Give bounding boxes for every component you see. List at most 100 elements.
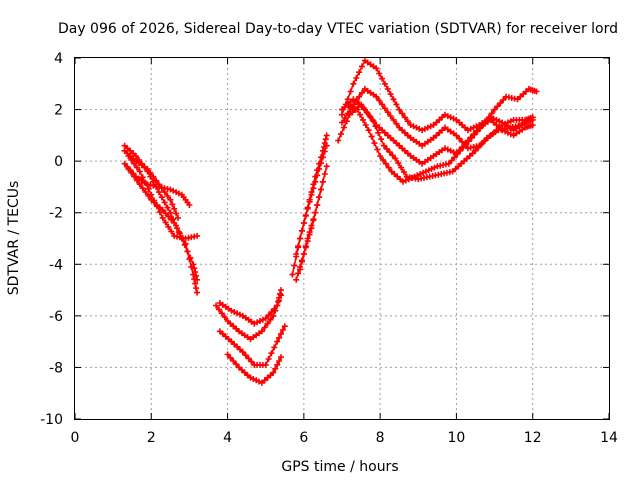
series-group [121, 57, 540, 386]
data-point-marker [376, 97, 383, 104]
chart-title: Day 096 of 2026, Sidereal Day-to-day VTE… [58, 21, 618, 37]
data-point-marker [357, 111, 364, 118]
y-tick-label: 4 [54, 51, 63, 67]
data-point-marker [456, 135, 463, 142]
data-point-marker [480, 122, 487, 128]
data-point-marker [335, 137, 342, 144]
data-point-marker [145, 185, 152, 192]
data-point-marker [186, 256, 193, 263]
data-point-marker [281, 323, 288, 330]
data-point-marker [387, 91, 394, 98]
data-point-marker [230, 358, 237, 364]
data-point-marker [194, 232, 201, 239]
data-point-marker [360, 105, 367, 112]
data-point-marker [308, 225, 315, 232]
data-point-marker [316, 194, 323, 201]
data-point-marker [277, 290, 283, 297]
data-point-marker [121, 160, 128, 167]
data-point-marker [304, 205, 311, 212]
data-point-marker [353, 75, 360, 81]
data-point-marker [271, 344, 278, 351]
data-point-marker [276, 334, 283, 341]
data-point-marker [159, 207, 166, 214]
data-point-marker [483, 118, 489, 125]
data-point-marker [319, 154, 326, 161]
data-point-marker [245, 355, 252, 362]
data-point-marker [164, 204, 171, 211]
data-point-marker [368, 133, 375, 140]
data-point-marker [372, 123, 379, 130]
data-point-marker [182, 240, 189, 247]
data-point-marker [390, 96, 397, 103]
data-point-marker [131, 173, 138, 180]
data-point-marker [371, 140, 378, 147]
data-point-marker [297, 263, 303, 270]
data-point-marker [295, 243, 302, 250]
data-point-marker [500, 96, 507, 103]
data-point-marker [171, 220, 178, 226]
x-tick-label: 0 [71, 430, 80, 446]
data-point-marker [454, 151, 461, 158]
data-point-marker [298, 227, 305, 234]
data-point-marker [224, 351, 231, 358]
data-point-marker [218, 310, 225, 317]
data-point-marker [242, 352, 249, 359]
data-point-marker [295, 270, 302, 277]
data-point-marker [366, 113, 373, 119]
data-point-marker [472, 147, 479, 154]
data-point-marker [162, 210, 169, 217]
data-point-marker [373, 65, 380, 72]
data-point-marker [173, 210, 180, 217]
data-point-marker [302, 212, 309, 219]
data-point-marker [134, 177, 140, 184]
data-point-marker [233, 361, 240, 368]
data-point-marker [362, 122, 369, 128]
data-point-marker [155, 189, 162, 196]
axis-ticks: 0 2 4 6 8 10 12 14 -10 -8 -6 -4 -2 0 2 4 [40, 51, 618, 446]
data-point-marker [161, 199, 168, 206]
data-point-marker [278, 330, 284, 337]
x-tick-label: 2 [147, 430, 156, 446]
data-point-marker [291, 262, 298, 269]
data-point-marker [168, 228, 175, 235]
data-point-marker [274, 361, 281, 368]
data-point-marker [248, 358, 255, 365]
data-point-marker [194, 289, 201, 296]
x-tick-label: 12 [524, 430, 542, 446]
y-tick-label: -10 [40, 412, 63, 428]
data-point-marker [159, 214, 166, 221]
data-point-marker [275, 298, 282, 305]
data-point-marker [533, 88, 540, 95]
data-point-marker [139, 174, 146, 181]
data-point-marker [475, 144, 482, 151]
data-point-marker [158, 194, 165, 201]
data-point-marker [300, 251, 307, 257]
data-point-marker [376, 70, 383, 77]
data-point-marker [125, 165, 132, 172]
data-point-marker [278, 287, 284, 294]
data-point-marker [448, 157, 455, 164]
data-point-marker [262, 315, 269, 322]
data-point-marker [360, 116, 366, 123]
data-point-marker [153, 177, 160, 184]
data-point-marker [401, 114, 408, 121]
data-point-marker [190, 271, 197, 278]
x-tick-label: 10 [448, 430, 466, 446]
data-point-marker [323, 132, 330, 139]
series-day-2 [125, 85, 536, 327]
data-point-marker [477, 125, 484, 132]
data-point-marker [350, 80, 357, 87]
data-point-marker [491, 106, 498, 113]
data-point-marker [478, 141, 485, 148]
data-point-marker [261, 324, 268, 331]
data-point-marker [169, 201, 176, 208]
data-point-marker [358, 101, 365, 108]
data-point-marker [381, 80, 388, 87]
data-point-marker [384, 85, 391, 92]
data-point-marker [399, 110, 406, 117]
data-point-marker [494, 103, 501, 110]
data-point-marker [171, 205, 178, 212]
data-point-marker [128, 169, 135, 176]
data-point-marker [310, 185, 317, 192]
data-point-marker [377, 153, 384, 159]
